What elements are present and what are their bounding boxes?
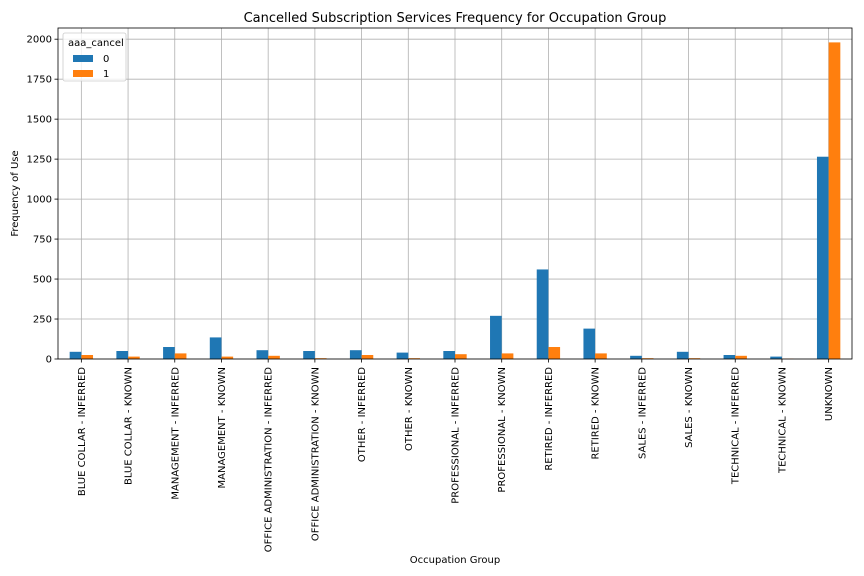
legend-swatch	[73, 55, 93, 62]
x-tick-label: OTHER - KNOWN	[404, 367, 415, 451]
x-tick-label: BLUE COLLAR - KNOWN	[124, 367, 135, 485]
bar-series-1	[455, 354, 467, 359]
bar-series-0	[490, 315, 502, 359]
y-tick-label: 1750	[27, 75, 52, 86]
y-tick-label: 250	[33, 315, 52, 326]
x-tick-label: PROFESSIONAL - INFERRED	[451, 367, 462, 504]
bar-series-1	[735, 355, 747, 359]
bar-series-0	[816, 156, 829, 359]
bar-series-0	[69, 351, 82, 359]
x-tick-label: BLUE COLLAR - INFERRED	[77, 367, 88, 496]
y-tick-label: 750	[33, 235, 52, 246]
x-tick-label: MANAGEMENT - INFERRED	[170, 367, 181, 500]
bar-series-1	[81, 355, 94, 359]
x-tick-label: OFFICE ADMINISTRATION - KNOWN	[310, 367, 321, 541]
bars	[69, 42, 841, 360]
bar-series-0	[116, 351, 129, 359]
bar-series-0	[536, 269, 549, 359]
x-tick-label: TECHNICAL - INFERRED	[731, 367, 742, 485]
bar-series-1	[128, 356, 140, 359]
x-tick-label: TECHNICAL - KNOWN	[777, 367, 788, 474]
x-tick-label: SALES - KNOWN	[684, 367, 695, 448]
x-tick-label: RETIRED - INFERRED	[544, 367, 555, 471]
bar-series-0	[770, 356, 782, 359]
x-axis-ticks: BLUE COLLAR - INFERRED BLUE COLLAR - KNOW…	[77, 359, 835, 552]
bar-series-1	[828, 42, 841, 360]
bar-series-0	[676, 351, 689, 359]
legend-label: 1	[103, 69, 109, 80]
bar-series-1	[548, 347, 561, 359]
bar-series-0	[256, 350, 269, 359]
bar-series-0	[209, 337, 222, 359]
bar-series-0	[396, 352, 409, 359]
bar-series-0	[303, 351, 315, 359]
x-axis-label: Occupation Group	[410, 555, 500, 566]
y-tick-label: 500	[33, 275, 52, 286]
x-tick-label: RETIRED - KNOWN	[591, 367, 602, 460]
bar-series-1	[268, 355, 280, 359]
chart-title: Cancelled Subscription Services Frequenc…	[244, 11, 667, 26]
bar-series-1	[221, 356, 234, 359]
y-axis-label: Frequency of Use	[10, 150, 21, 236]
bar-series-0	[723, 355, 736, 359]
bar-series-1	[501, 353, 514, 359]
y-tick-label: 1500	[27, 115, 52, 126]
bar-series-1	[174, 353, 187, 359]
bar-series-1	[361, 355, 374, 359]
bar-series-0	[349, 350, 362, 359]
legend-label: 0	[103, 54, 109, 65]
x-tick-label: SALES - INFERRED	[637, 367, 648, 459]
x-tick-label: PROFESSIONAL - KNOWN	[497, 367, 508, 493]
bar-series-1	[595, 353, 607, 359]
legend-items: 01	[73, 54, 109, 80]
y-tick-label: 1000	[27, 195, 52, 206]
legend: aaa_cancel 01	[62, 32, 127, 82]
bar-series-0	[583, 328, 596, 359]
x-tick-label: MANAGEMENT - KNOWN	[217, 367, 228, 488]
bar-series-0	[163, 347, 175, 359]
y-axis-ticks: 0 250 500 750 1000 1250 1500 1750 2000	[27, 35, 58, 366]
y-tick-label: 2000	[27, 35, 52, 46]
legend-box	[62, 32, 127, 82]
x-tick-label: UNKNOWN	[824, 367, 835, 421]
legend-title: aaa_cancel	[68, 38, 124, 49]
bar-series-0	[443, 351, 455, 359]
x-tick-label: OTHER - INFERRED	[357, 367, 368, 462]
bar-series-0	[630, 355, 642, 359]
grid	[58, 28, 852, 360]
y-tick-label: 0	[46, 355, 52, 366]
y-tick-label: 1250	[27, 155, 52, 166]
legend-swatch	[73, 70, 93, 77]
x-tick-label: OFFICE ADMINISTRATION - INFERRED	[264, 367, 275, 553]
